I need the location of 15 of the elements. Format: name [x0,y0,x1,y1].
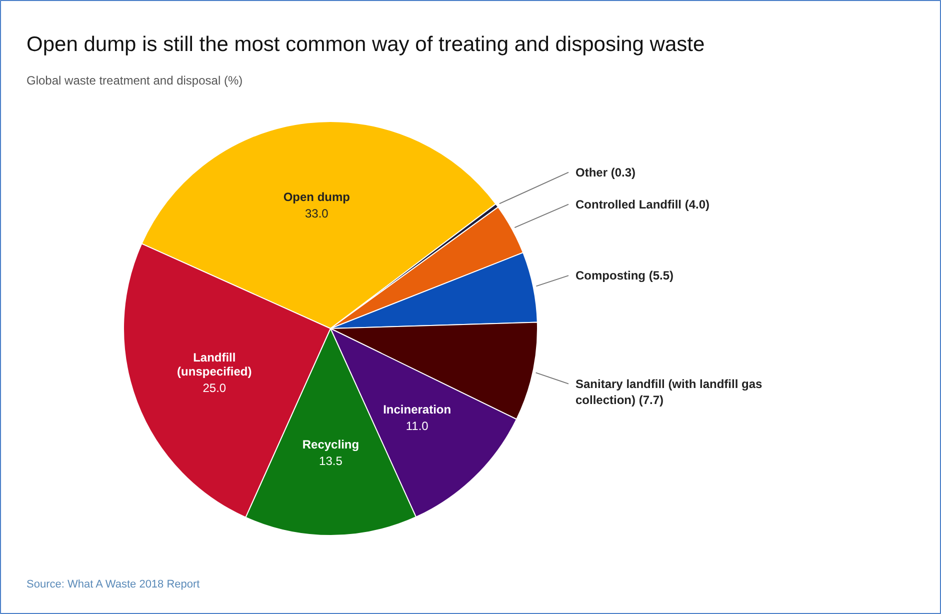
data-label: 33.0 [304,206,329,221]
slice-label: Recycling [302,438,360,452]
source-note: Source: What A Waste 2018 Report [26,578,200,590]
data-label: 11.0 [406,419,429,434]
slice-label: Other (0.3) [576,165,636,180]
chart-subtitle: Global waste treatment and disposal (%) [26,74,243,88]
chart-title: Open dump is still the most common way of treating and disposing waste [26,33,705,56]
data-label: 25.0 [202,381,226,396]
slice-label: Sanitary landfill (with landfill gas collection) (7.7) [576,376,763,407]
slice-label: Landfill (unspecified) [177,350,252,379]
slice-label: Composting (5.5) [576,268,674,283]
data-label: 13.5 [319,454,343,468]
slice-label: Incineration [383,402,452,417]
slice-label: Controlled Landfill (4.0) [576,197,710,212]
slice-label: Open dump [283,190,350,204]
